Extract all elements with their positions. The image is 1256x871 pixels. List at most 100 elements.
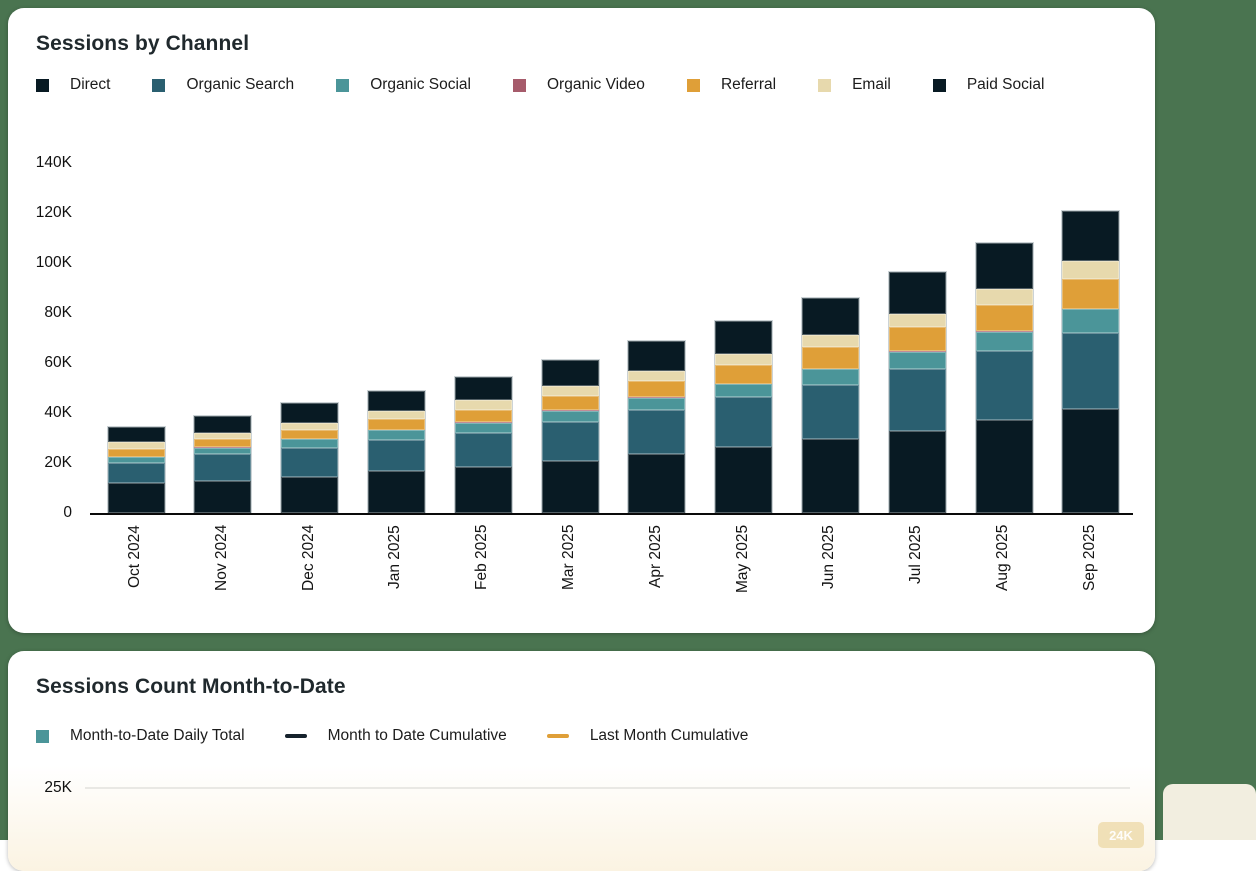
bar-segment-paid-social[interactable] (628, 341, 686, 371)
bar-segment-referral[interactable] (715, 365, 773, 384)
stacked-bar-nov-2024[interactable] (193, 414, 253, 514)
bar-segment-paid-social[interactable] (281, 402, 339, 423)
bar-segment-paid-social[interactable] (801, 297, 859, 335)
bar-segment-organic-social[interactable] (628, 397, 686, 410)
bar-segment-paid-social[interactable] (888, 272, 946, 314)
stacked-bar-mar-2025[interactable] (540, 358, 600, 514)
bar-segment-email[interactable] (281, 422, 339, 430)
stacked-bar-sep-2025[interactable] (1061, 209, 1121, 514)
bar-segment-paid-social[interactable] (715, 321, 773, 354)
channel-legend-item-paid-social[interactable]: Paid Social (932, 76, 1044, 94)
bar-segment-organic-search[interactable] (454, 432, 512, 467)
bar-segment-organic-search[interactable] (281, 447, 339, 477)
bar-segment-referral[interactable] (1062, 278, 1120, 309)
bar-segment-direct[interactable] (454, 466, 512, 513)
bar-segment-organic-social[interactable] (281, 439, 339, 448)
bar-segment-organic-video[interactable] (541, 410, 599, 411)
bar-segment-organic-video[interactable] (454, 422, 512, 423)
bar-segment-email[interactable] (454, 399, 512, 410)
bar-segment-referral[interactable] (888, 326, 946, 352)
stacked-bar-jun-2025[interactable] (800, 296, 860, 515)
bar-segment-email[interactable] (107, 442, 165, 449)
bar-segment-email[interactable] (715, 353, 773, 366)
bar-segment-organic-search[interactable] (107, 462, 165, 483)
bar-segment-email[interactable] (801, 334, 859, 347)
bar-segment-direct[interactable] (281, 476, 339, 513)
stacked-bar-dec-2024[interactable] (280, 401, 340, 515)
bar-segment-email[interactable] (1062, 261, 1120, 279)
bar-segment-organic-video[interactable] (107, 456, 165, 458)
mtd-legend-item-month-to-date-cumulative[interactable]: Month to Date Cumulative (284, 727, 507, 745)
bar-segment-direct[interactable] (194, 480, 252, 513)
bar-segment-referral[interactable] (801, 346, 859, 369)
stacked-bar-may-2025[interactable] (714, 320, 774, 514)
stacked-bar-oct-2024[interactable] (106, 425, 166, 515)
stacked-bar-apr-2025[interactable] (627, 340, 687, 514)
bar-segment-organic-video[interactable] (1062, 308, 1120, 309)
bar-segment-direct[interactable] (107, 482, 165, 513)
channel-legend-item-organic-search[interactable]: Organic Search (152, 76, 294, 94)
bar-segment-referral[interactable] (541, 396, 599, 411)
bar-segment-direct[interactable] (628, 454, 686, 513)
bar-segment-organic-search[interactable] (801, 385, 859, 440)
bar-segment-email[interactable] (541, 385, 599, 397)
bar-segment-organic-social[interactable] (367, 430, 425, 440)
channel-legend-item-referral[interactable]: Referral (686, 76, 776, 94)
bar-segment-organic-video[interactable] (281, 438, 339, 440)
channel-legend-item-organic-video[interactable]: Organic Video (512, 76, 645, 94)
bar-segment-organic-video[interactable] (975, 331, 1033, 332)
bar-segment-organic-search[interactable] (975, 351, 1033, 420)
bar-segment-referral[interactable] (454, 409, 512, 423)
channel-legend-item-organic-social[interactable]: Organic Social (336, 76, 471, 94)
bar-segment-email[interactable] (628, 370, 686, 382)
bar-segment-direct[interactable] (367, 470, 425, 513)
bar-segment-organic-social[interactable] (888, 351, 946, 370)
stacked-bar-feb-2025[interactable] (453, 375, 513, 515)
bar-segment-paid-social[interactable] (975, 242, 1033, 289)
bar-segment-paid-social[interactable] (1062, 210, 1120, 262)
bar-segment-direct[interactable] (801, 439, 859, 513)
bar-segment-organic-search[interactable] (628, 410, 686, 455)
bar-segment-paid-social[interactable] (454, 376, 512, 400)
bar-segment-organic-video[interactable] (888, 351, 946, 352)
bar-segment-organic-video[interactable] (715, 383, 773, 385)
bar-segment-email[interactable] (888, 313, 946, 327)
bar-segment-organic-social[interactable] (194, 447, 252, 455)
bar-segment-referral[interactable] (628, 381, 686, 398)
bar-segment-paid-social[interactable] (194, 415, 252, 433)
bar-segment-referral[interactable] (194, 438, 252, 448)
bar-segment-direct[interactable] (888, 430, 946, 513)
bar-segment-direct[interactable] (715, 446, 773, 513)
bar-segment-referral[interactable] (107, 448, 165, 457)
bar-segment-organic-social[interactable] (975, 331, 1033, 351)
bar-segment-organic-social[interactable] (801, 369, 859, 385)
stacked-bar-jul-2025[interactable] (887, 271, 947, 514)
bar-segment-email[interactable] (194, 432, 252, 439)
bar-segment-organic-video[interactable] (194, 447, 252, 448)
bar-segment-organic-video[interactable] (367, 429, 425, 430)
bar-segment-organic-search[interactable] (194, 454, 252, 481)
bar-segment-organic-social[interactable] (715, 384, 773, 397)
bar-segment-organic-search[interactable] (541, 421, 599, 461)
mtd-legend-item-last-month-cumulative[interactable]: Last Month Cumulative (546, 727, 748, 745)
stacked-bar-aug-2025[interactable] (974, 241, 1034, 515)
bar-segment-email[interactable] (367, 411, 425, 419)
bar-segment-organic-search[interactable] (1062, 332, 1120, 410)
channel-legend-item-direct[interactable]: Direct (36, 76, 110, 94)
bar-segment-referral[interactable] (281, 429, 339, 439)
bar-segment-organic-social[interactable] (454, 422, 512, 433)
bar-segment-organic-search[interactable] (715, 396, 773, 447)
bar-segment-email[interactable] (975, 288, 1033, 305)
bar-segment-organic-search[interactable] (888, 369, 946, 431)
bar-segment-organic-social[interactable] (1062, 309, 1120, 333)
bar-segment-paid-social[interactable] (541, 359, 599, 386)
bar-segment-referral[interactable] (367, 418, 425, 430)
channel-legend-item-email[interactable]: Email (818, 76, 891, 94)
bar-segment-direct[interactable] (1062, 409, 1120, 513)
bar-segment-organic-search[interactable] (367, 440, 425, 471)
stacked-bar-jan-2025[interactable] (366, 390, 426, 514)
bar-segment-paid-social[interactable] (367, 391, 425, 412)
bar-segment-organic-video[interactable] (628, 397, 686, 398)
bar-segment-direct[interactable] (975, 420, 1033, 513)
bar-segment-organic-video[interactable] (801, 368, 859, 370)
